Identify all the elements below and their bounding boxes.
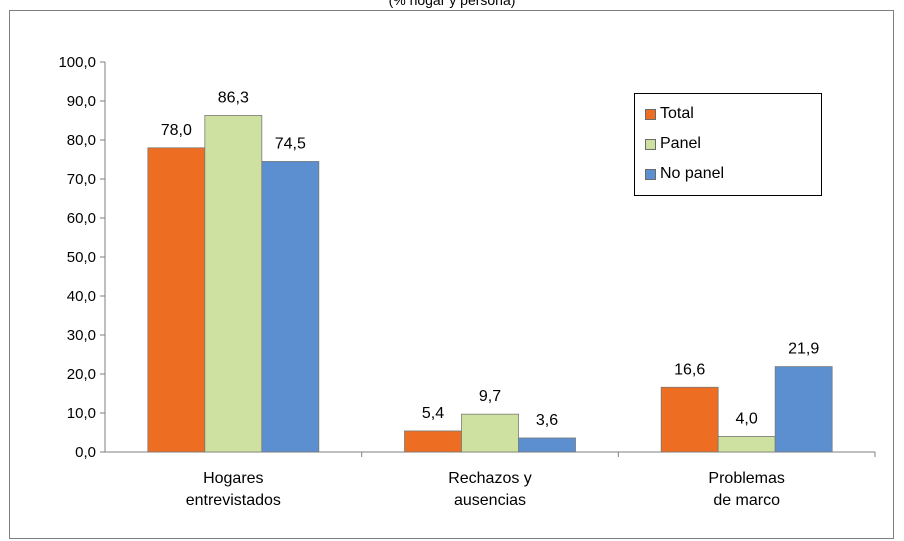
- y-tick-label: 30,0: [67, 327, 96, 344]
- chart-legend: Total Panel No panel: [634, 93, 822, 196]
- y-tick-label: 0,0: [75, 444, 96, 461]
- x-category-label: Problemas: [708, 470, 784, 487]
- bar-panel: [204, 115, 263, 453]
- bar-value-label: 21,9: [788, 341, 819, 358]
- y-tick-label: 60,0: [67, 210, 96, 227]
- y-tick-label: 90,0: [67, 93, 96, 110]
- bar-value-label: 74,5: [275, 135, 306, 152]
- bar-no-panel: [774, 366, 833, 453]
- bar-no-panel: [518, 437, 576, 453]
- bar-value-label: 78,0: [161, 122, 192, 139]
- legend-swatch-panel: [645, 138, 656, 150]
- bar-value-label: 9,7: [479, 388, 501, 405]
- x-category-label: de marco: [713, 492, 780, 509]
- x-category-label: Hogares: [203, 470, 263, 487]
- legend-swatch-no-panel: [645, 168, 656, 180]
- bar-total: [404, 430, 462, 453]
- legend-label-panel: Panel: [660, 135, 701, 152]
- bar-value-label: 4,0: [736, 410, 758, 427]
- y-tick-label: 80,0: [67, 132, 96, 149]
- legend-label-total: Total: [660, 105, 694, 122]
- bar-panel: [717, 435, 776, 453]
- bar-panel: [461, 413, 519, 453]
- y-tick-label: 20,0: [67, 366, 96, 383]
- legend-label-no-panel: No panel: [660, 165, 725, 182]
- legend-item-total: Total: [635, 99, 821, 129]
- bar-value-label: 5,4: [422, 405, 444, 422]
- x-category-label: Rechazos y: [448, 470, 532, 487]
- bar-value-label: 16,6: [674, 361, 705, 378]
- legend-item-panel: Panel: [635, 129, 821, 159]
- y-tick-label: 10,0: [67, 405, 96, 422]
- y-tick-label: 70,0: [67, 171, 96, 188]
- x-category-label: ausencias: [454, 492, 526, 509]
- legend-swatch-total: [645, 108, 656, 120]
- chart-header-fragment: (% hogar y persona): [389, 0, 516, 8]
- x-category-label: entrevistados: [186, 492, 281, 509]
- bar-total: [147, 147, 206, 453]
- bar-total: [660, 386, 719, 453]
- bar-no-panel: [261, 161, 320, 453]
- legend-item-no-panel: No panel: [635, 159, 821, 189]
- y-tick-label: 100,0: [58, 54, 96, 71]
- bar-value-label: 3,6: [536, 412, 558, 429]
- bar-value-label: 86,3: [218, 89, 249, 106]
- y-tick-label: 50,0: [67, 249, 96, 266]
- y-tick-label: 40,0: [67, 288, 96, 305]
